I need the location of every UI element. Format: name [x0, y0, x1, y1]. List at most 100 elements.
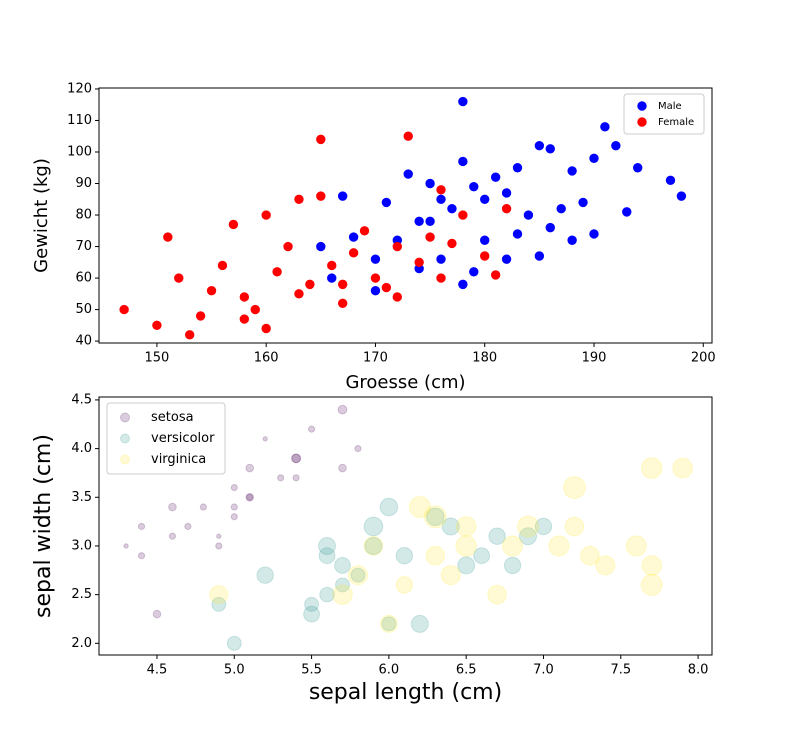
point — [534, 251, 545, 261]
point — [337, 279, 348, 290]
point — [199, 503, 207, 511]
y-tick-label: 80 — [75, 208, 92, 223]
point — [641, 555, 663, 576]
y-tick-label: 4.0 — [71, 441, 92, 456]
point — [228, 219, 239, 230]
x-tick-label: 5.5 — [301, 663, 322, 678]
x-tick-label: 7.0 — [533, 663, 554, 678]
y-tick-label: 3.5 — [71, 490, 92, 505]
point — [512, 163, 523, 173]
point — [501, 188, 512, 198]
point — [347, 565, 369, 586]
point — [501, 254, 512, 264]
point — [209, 585, 229, 605]
point — [215, 542, 223, 550]
point — [469, 181, 479, 192]
point — [436, 273, 446, 283]
point — [480, 235, 490, 245]
point — [414, 257, 424, 268]
point — [379, 614, 398, 633]
point — [348, 248, 359, 258]
point — [283, 241, 293, 252]
point — [567, 235, 577, 245]
point — [580, 545, 600, 566]
point — [567, 166, 577, 176]
point — [363, 536, 384, 556]
point — [123, 543, 129, 549]
point — [137, 522, 146, 531]
point — [611, 140, 621, 151]
x-axis-label: Groesse (cm) — [345, 372, 465, 393]
point — [548, 535, 570, 557]
point — [245, 492, 255, 502]
point — [168, 502, 177, 512]
x-axis-label: sepal length (cm) — [309, 680, 502, 705]
point — [501, 204, 512, 214]
point — [395, 546, 414, 565]
legend-label: Male — [658, 101, 682, 112]
point — [338, 463, 347, 473]
point — [534, 517, 553, 536]
point — [337, 298, 348, 308]
x-tick-label: 180 — [472, 351, 497, 366]
point — [261, 210, 271, 220]
point — [334, 557, 351, 574]
plot-area — [123, 404, 693, 651]
point — [230, 513, 238, 521]
point — [516, 515, 540, 538]
legend-box — [106, 402, 226, 475]
y-tick-label: 2.5 — [71, 587, 92, 602]
point — [410, 614, 429, 633]
point — [137, 552, 146, 560]
x-tick-label: 7.5 — [610, 663, 631, 678]
point — [307, 425, 316, 433]
legend-label: virginica — [151, 452, 206, 467]
point — [392, 292, 403, 302]
legend-marker — [120, 454, 130, 465]
axes-frame — [98, 87, 713, 344]
point — [640, 573, 663, 596]
point — [447, 204, 457, 214]
point — [490, 172, 501, 182]
plot-area — [119, 96, 687, 340]
point — [364, 536, 383, 555]
point — [441, 517, 460, 536]
point — [250, 304, 260, 315]
point — [226, 635, 242, 651]
y-axis-label: Gewicht (kg) — [31, 158, 52, 273]
point — [230, 483, 238, 492]
point — [261, 323, 271, 334]
y-axis-label: sepal width (cm) — [31, 434, 56, 618]
point — [381, 616, 397, 632]
point — [503, 556, 522, 575]
point — [425, 232, 435, 242]
x-tick-label: 8.0 — [688, 663, 709, 678]
point — [447, 238, 457, 249]
point — [294, 194, 304, 204]
point — [458, 210, 468, 220]
point — [523, 210, 534, 220]
point — [291, 453, 302, 464]
point — [480, 194, 490, 204]
y-tick-label: 2.0 — [71, 636, 92, 651]
point — [640, 457, 663, 479]
point — [589, 229, 599, 239]
point — [335, 577, 350, 593]
point — [277, 474, 285, 482]
x-tick-label: 170 — [363, 351, 388, 366]
point — [578, 197, 588, 208]
x-tick-label: 200 — [691, 351, 716, 366]
point — [303, 605, 320, 623]
point — [350, 567, 366, 583]
point — [370, 273, 381, 283]
point — [425, 178, 435, 189]
point — [455, 535, 477, 557]
y-tick-label: 120 — [67, 81, 92, 96]
point — [408, 495, 431, 519]
point — [395, 576, 414, 594]
point — [305, 279, 315, 290]
x-tick-label: 150 — [144, 351, 169, 366]
point — [425, 507, 445, 527]
point — [316, 191, 326, 201]
point — [595, 555, 616, 576]
